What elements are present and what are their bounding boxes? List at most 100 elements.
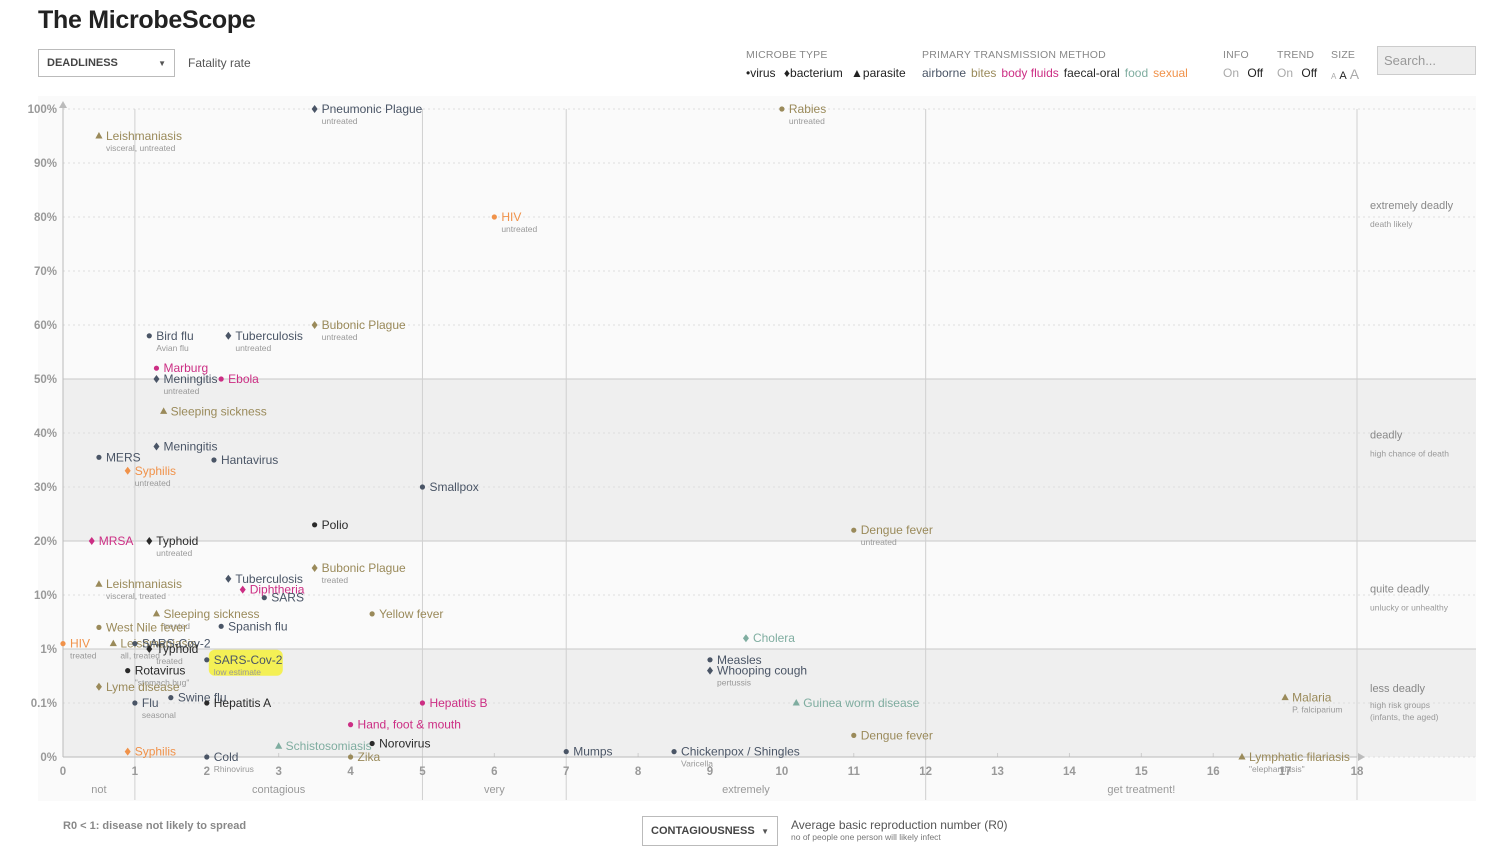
data-point-spanish-flu: Spanish flu xyxy=(218,619,288,633)
data-point-label: Yellow fever xyxy=(379,607,443,621)
bacterium-marker xyxy=(225,574,232,583)
data-point-sublabel: treated xyxy=(163,621,190,631)
data-point-zika: Zika xyxy=(347,750,381,764)
x-band-label: get treatment! xyxy=(1107,784,1175,796)
y-band-sublabel: high risk groups xyxy=(1370,700,1430,710)
data-point-label: Cholera xyxy=(753,631,795,645)
data-point-label: Cold xyxy=(214,750,239,764)
size-medium-option[interactable]: A xyxy=(1339,70,1347,82)
data-point-label: Diphtheria xyxy=(250,583,305,597)
transmission-heading: PRIMARY TRANSMISSION METHOD xyxy=(922,49,1106,61)
filter-airborne[interactable]: airborne xyxy=(922,66,967,80)
data-point-label: Lyme disease xyxy=(106,680,180,694)
filter-bacterium[interactable]: ♦bacterium xyxy=(783,66,843,80)
y-band-label: extremely deadly xyxy=(1370,200,1454,212)
data-point-label: Syphilis xyxy=(135,464,176,478)
data-point-sublabel: Avian flu xyxy=(156,343,189,353)
microbe-type-filter: MICROBE TYPE •virus ♦bacterium ▲parasite xyxy=(746,49,911,80)
y-band-label: quite deadly xyxy=(1370,583,1430,595)
data-point-schistosomiasis: Schistosomiasis xyxy=(275,739,372,753)
size-small-option[interactable]: A xyxy=(1331,72,1337,81)
data-point-label: Hepatitis A xyxy=(214,696,271,710)
x-tick-label: 0 xyxy=(60,766,66,778)
filter-faecal-oral[interactable]: faecal-oral xyxy=(1063,66,1120,80)
data-point-west-nile-fever: West Nile fever xyxy=(96,620,187,634)
bacterium-marker xyxy=(146,537,153,545)
bacterium-marker xyxy=(146,645,153,653)
parasite-marker xyxy=(95,580,103,587)
data-point-label: Typhoid xyxy=(156,642,198,656)
y-tick-label: 0% xyxy=(40,752,57,764)
data-point-ebola: Ebola xyxy=(218,372,259,386)
virus-marker xyxy=(218,623,224,629)
y-axis-description: Fatality rate xyxy=(188,56,251,70)
virus-marker xyxy=(369,611,375,617)
data-point-norovirus: Norovirus xyxy=(369,737,430,751)
info-on-option[interactable]: On xyxy=(1223,66,1240,80)
band-deadly xyxy=(63,379,1476,541)
x-tick-label: 11 xyxy=(848,766,861,778)
bacterium-marker xyxy=(153,442,160,451)
y-tick-label: 0.1% xyxy=(31,698,57,710)
filter-parasite[interactable]: ▲parasite xyxy=(851,66,906,80)
virus-marker xyxy=(96,624,102,631)
filter-bites[interactable]: bites xyxy=(971,66,997,80)
x-tick-label: 1 xyxy=(132,766,139,778)
data-point-marburg: Marburg xyxy=(153,361,208,375)
x-tick-label: 10 xyxy=(775,766,788,778)
trend-off-option[interactable]: Off xyxy=(1301,66,1318,80)
filter-food[interactable]: food xyxy=(1124,66,1149,80)
data-point-label: Hand, foot & mouth xyxy=(358,718,461,732)
data-point-hepatitis-a: Hepatitis A xyxy=(204,696,271,710)
data-point-label: Norovirus xyxy=(379,737,430,751)
size-large-option[interactable]: A xyxy=(1349,66,1360,82)
virus-marker xyxy=(347,722,354,728)
bacterium-marker xyxy=(124,747,131,756)
data-point-mers: MERS xyxy=(96,450,141,464)
virus-marker xyxy=(851,527,857,533)
y-band-label: less deadly xyxy=(1370,683,1426,695)
data-point-label: HIV xyxy=(70,637,90,651)
data-point-label: Malaria xyxy=(1292,691,1332,705)
data-point-label: SARS-Cov-2 xyxy=(142,637,211,651)
y-tick-label: 20% xyxy=(34,536,57,548)
data-point-hepatitis-b: Hepatitis B xyxy=(419,696,487,710)
filter-sexual[interactable]: sexual xyxy=(1153,66,1188,80)
y-band-label: deadly xyxy=(1370,429,1403,441)
y-tick-label: 50% xyxy=(34,374,57,386)
parasite-marker xyxy=(792,699,800,706)
data-point-label: Spanish flu xyxy=(228,619,287,633)
data-point-sublabel: P. falciparium xyxy=(1292,705,1342,715)
x-tick-label: 3 xyxy=(275,766,281,778)
data-point-label: Smallpox xyxy=(429,480,478,494)
data-point-label: Measles xyxy=(717,653,762,667)
x-axis-dropdown[interactable]: CONTAGIOUSNESS ▼ xyxy=(642,816,778,846)
search-input[interactable] xyxy=(1377,46,1476,75)
data-point-sars: SARS xyxy=(261,591,304,605)
parasite-marker xyxy=(152,609,161,617)
data-point-sublabel: "elephantiasis" xyxy=(1249,764,1305,774)
parasite-marker xyxy=(109,639,117,647)
filter-virus[interactable]: •virus xyxy=(746,66,776,80)
info-off-option[interactable]: Off xyxy=(1247,66,1264,80)
virus-marker xyxy=(218,376,224,382)
virus-marker xyxy=(563,749,569,755)
data-point-label: West Nile fever xyxy=(106,620,187,634)
data-point-label: Chickenpox / Shingles xyxy=(681,745,800,759)
trend-on-option[interactable]: On xyxy=(1277,66,1294,80)
data-point-label: Whooping cough xyxy=(717,664,807,678)
data-point-label: Polio xyxy=(322,518,349,532)
data-point-label: Ebola xyxy=(228,372,259,386)
data-point-sublabel: visceral, treated xyxy=(106,591,166,601)
y-axis-dropdown[interactable]: DEADLINESS ▼ xyxy=(38,49,175,77)
data-point-label: Meningitis xyxy=(163,440,217,454)
virus-marker xyxy=(419,700,426,706)
x-band-label: contagious xyxy=(252,784,306,796)
filter-body-fluids[interactable]: body fluids xyxy=(1001,66,1059,80)
virus-marker xyxy=(491,214,497,220)
